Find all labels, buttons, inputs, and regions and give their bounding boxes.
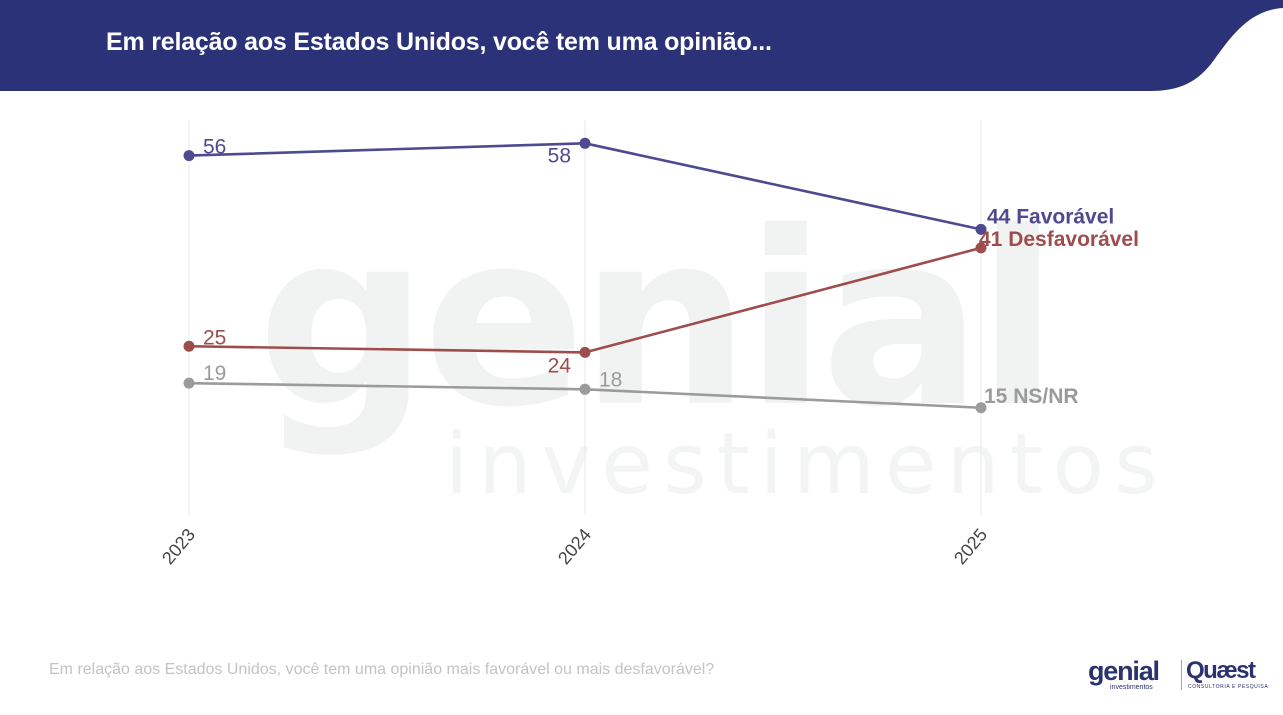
x-tick-label-2023: 2023 [158,525,199,569]
x-axis-ticks: 2023 2024 2025 [158,525,991,569]
genial-logo-name: genial [1088,656,1160,686]
data-labels: 56 58 44 Favorável 25 24 41 Desfavorável 19 18 1… [203,136,1139,408]
end-label-favor-vel: 44 Favorável [987,205,1114,228]
data-point-favor-vel-2025 [975,223,987,235]
series-lines [183,137,987,414]
data-label-favor-vel-2023: 56 [203,136,226,159]
data-label-ns-nr-2023: 19 [203,362,226,385]
data-point-desfavor-vel-2025 [975,242,987,254]
quaest-logo-sub: CONSULTORIA E PESQUISA [1188,684,1269,690]
data-label-favor-vel-2024: 58 [548,144,571,167]
x-tick-label-2024: 2024 [554,525,595,569]
footer-question: Em relação aos Estados Unidos, você tem … [49,661,715,678]
genial-logo-sub: investimentos [1110,684,1153,691]
quaest-logo: Quæst CONSULTORIA E PESQUISA [1186,656,1276,696]
end-label-desfavor-vel: 41 Desfavorável [979,228,1139,251]
quaest-logo-name: Quæst [1186,657,1256,684]
x-tick-label-2025: 2025 [950,525,991,569]
grid-lines [188,120,982,515]
page-title: Em relação aos Estados Unidos, você tem … [106,28,772,56]
line-chart: 56 58 44 Favorável 25 24 41 Desfavorável 19 18 1… [158,120,1139,569]
data-label-desfavor-vel-2023: 25 [203,326,226,349]
data-label-desfavor-vel-2024: 24 [548,354,572,377]
data-point-ns-nr-2023 [183,377,195,389]
header-banner-shape [0,0,1283,91]
header-banner [0,0,1283,91]
data-label-ns-nr-2024: 18 [599,368,622,391]
data-point-favor-vel-2023 [183,150,195,162]
data-point-desfavor-vel-2023 [183,340,195,352]
data-point-favor-vel-2024 [579,137,591,149]
end-label-ns-nr: 15 NS/NR [984,385,1079,408]
data-point-ns-nr-2025 [975,402,987,414]
data-point-ns-nr-2024 [579,383,591,395]
genial-logo: genial investimentos [1088,656,1178,696]
logo-divider [1181,660,1182,690]
data-point-desfavor-vel-2024 [579,346,591,358]
